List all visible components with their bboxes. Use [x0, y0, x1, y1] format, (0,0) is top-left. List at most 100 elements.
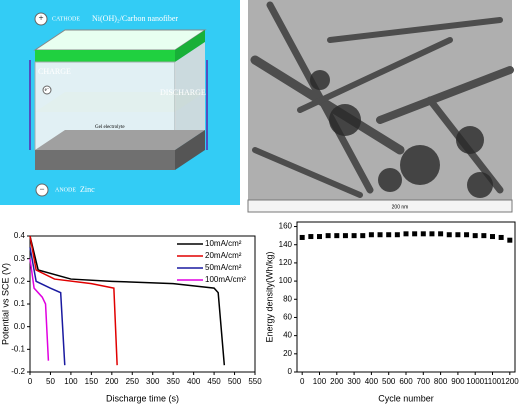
point [472, 233, 478, 239]
x-tick-label: 500 [228, 377, 242, 386]
legend-label: 50mA/cm² [205, 263, 242, 272]
x-tick-label: 100 [64, 377, 78, 386]
y-tick-label: 0.3 [14, 254, 26, 263]
charge: CHARGE [38, 67, 71, 76]
point [403, 231, 409, 237]
x-tick-label: 50 [46, 377, 55, 386]
point [420, 231, 426, 237]
y-tick-label: 60 [283, 313, 292, 322]
point [377, 232, 383, 238]
anode-top [35, 130, 205, 150]
y-tick-label: 140 [279, 240, 293, 249]
cathode-layer [35, 50, 175, 62]
anode-side [175, 130, 205, 170]
x-tick-label: 0 [28, 377, 33, 386]
anode-material: Zinc [80, 185, 95, 194]
cathode-material: Ni(OH)₂/Carbon nanofiber [92, 14, 178, 23]
legend-label: 100mA/cm² [205, 275, 246, 284]
tem-image: 200 nm [247, 0, 514, 213]
legend-label: 10mA/cm² [205, 239, 242, 248]
y-tick-label: 100 [279, 276, 293, 285]
minus-icon [35, 183, 49, 197]
y-tick-label: 0.0 [14, 322, 26, 331]
x-tick-label: 100 [313, 377, 327, 386]
y-tick-label: 0.4 [14, 231, 26, 240]
x-tick-label: 250 [126, 377, 140, 386]
point [386, 232, 392, 238]
electron: e⁻ [45, 88, 50, 93]
point [316, 234, 322, 240]
series-line [29, 235, 226, 366]
plot-frame [296, 221, 516, 373]
point [490, 234, 496, 240]
point [308, 234, 314, 240]
x-tick-label: 200 [105, 377, 119, 386]
y-tick-label: 120 [279, 258, 293, 267]
plus-icon [34, 12, 48, 26]
x-tick-label: 1100 [484, 377, 502, 386]
point [334, 233, 340, 239]
particles [310, 70, 493, 198]
y-axis-label: Potential vs SCE (V) [0, 263, 10, 345]
y-tick-label: 20 [283, 349, 292, 358]
x-tick-label: 400 [187, 377, 201, 386]
x-tick-label: 150 [85, 377, 99, 386]
anode: ANODE [55, 187, 76, 193]
x-tick-label: 1200 [501, 377, 519, 386]
point [498, 234, 504, 240]
point [507, 237, 513, 243]
electrolyte: Gel electrolyte [95, 125, 125, 130]
y-tick-label: -0.1 [11, 344, 25, 353]
x-tick-label: 200 [330, 377, 344, 386]
x-tick-label: 400 [365, 377, 379, 386]
cathode-side [175, 30, 205, 62]
minus: − [39, 184, 44, 194]
x-tick-label: 600 [399, 377, 413, 386]
x-tick-label: 800 [434, 377, 448, 386]
cell-side [175, 42, 205, 150]
point [351, 233, 357, 239]
info-bar [247, 199, 513, 213]
y-axis-label: Energy density(Wh/kg) [264, 251, 274, 342]
point [446, 232, 452, 238]
y-tick-label: -0.2 [11, 367, 25, 376]
series-line [29, 258, 50, 361]
legend-label: 20mA/cm² [205, 251, 242, 260]
point [342, 233, 348, 239]
x-tick-label: 300 [347, 377, 361, 386]
y-tick-label: 0.2 [14, 276, 26, 285]
point [299, 234, 305, 240]
point [464, 232, 470, 238]
y-tick-label: 160 [279, 222, 293, 231]
series-line [29, 247, 66, 366]
x-tick-label: 700 [417, 377, 431, 386]
series-line [29, 235, 118, 366]
electron-icon [42, 85, 52, 95]
point [438, 231, 444, 237]
point [455, 232, 461, 238]
y-tick-label: 40 [283, 331, 292, 340]
point [325, 233, 331, 239]
x-tick-label: 300 [146, 377, 160, 386]
plus: + [38, 13, 43, 23]
battery-diagram: + CATHODE Ni(OH)₂/Carbon nanofiber CHARG… [0, 0, 240, 205]
y-tick-label: 0 [288, 367, 293, 376]
point [481, 233, 487, 239]
x-tick-label: 900 [451, 377, 465, 386]
y-tick-label: 0.1 [14, 299, 26, 308]
discharge: DISCHARGE [160, 88, 206, 97]
x-tick-label: 350 [167, 377, 181, 386]
x-tick-label: 450 [207, 377, 221, 386]
point [360, 233, 366, 239]
charts: 0 50 100 150 200 250 300 350 400 450 500 550-0.2-0.… [0, 221, 519, 403]
x-axis-label: Discharge time (s) [106, 393, 179, 403]
x-tick-label: 1000 [466, 377, 484, 386]
point [429, 231, 435, 237]
tem-haze [248, 0, 512, 200]
point [412, 231, 418, 237]
scale-bar-label: 200 nm [392, 204, 409, 210]
point [394, 232, 400, 238]
anode-layer [35, 150, 175, 170]
x-axis-label: Cycle number [378, 393, 434, 403]
